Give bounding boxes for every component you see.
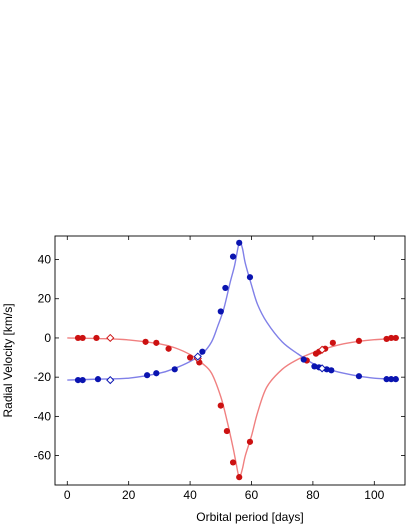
data-point-series-2 [144,372,151,379]
plot-frame [54,235,406,486]
data-point-series-1 [153,339,160,346]
open-diamond-point-series-2 [317,364,327,373]
data-point-series-2 [74,377,82,384]
x-tick-label: 100 [364,488,384,502]
data-point-series-2 [328,367,335,374]
fit-curve-1 [67,337,399,478]
data-point-series-1 [79,334,86,342]
data-point-series-2 [300,356,307,363]
data-point-series-2 [392,376,399,383]
y-tick-label: 40 [38,253,52,267]
x-tick-label: 20 [122,488,136,502]
data-point-series-1 [229,459,237,466]
data-point-series-2 [383,376,390,383]
open-diamond-point-series-1 [317,345,327,354]
x-tick-label: 80 [306,488,320,502]
data-point-series-2 [355,373,363,380]
data-point-series-1 [165,345,172,352]
data-point-series-1 [74,334,82,342]
x-axis-title: Orbital period [days] [196,510,303,524]
data-point-series-2 [153,370,160,377]
data-point-series-1 [236,474,243,481]
data-point-series-2 [222,284,229,292]
y-tick-label: 20 [38,292,52,306]
data-point-series-2 [388,376,395,383]
x-tick-label: 40 [183,488,197,502]
axis-ticks [55,236,405,485]
data-point-series-2 [246,274,254,281]
x-tick-label: 0 [64,488,71,502]
data-point-series-2 [229,253,237,260]
data-point-series-1 [223,427,231,435]
y-tick-label: 0 [44,331,51,345]
data-point-series-1 [93,334,100,342]
data-point-series-2 [94,376,102,383]
y-axis-title: Radial Velocity [km/s] [1,303,15,417]
data-point-series-2 [199,348,206,355]
data-points [74,239,399,481]
x-tick-label: 60 [245,488,259,502]
data-point-series-2 [236,239,243,246]
data-point-series-1 [392,334,399,342]
data-point-series-2 [311,363,318,370]
open-diamond-point-series-2 [193,352,202,361]
data-point-series-1 [383,335,390,343]
data-point-series-1 [355,337,363,344]
data-point-series-1 [217,402,224,409]
data-point-series-1 [246,438,254,445]
open-diamond-point-series-1 [106,333,115,343]
data-point-series-1 [186,354,194,361]
fit-curve-2 [67,241,399,381]
data-point-series-1 [329,339,336,346]
data-point-series-2 [171,366,178,373]
data-point-series-1 [388,334,395,342]
fit-curves [67,241,399,478]
y-tick-label: -60 [34,449,52,463]
tick-labels: 0 20 40 60 80 100 -60 -40 -20 0 20 40 [34,253,385,502]
open-diamond-point-series-2 [106,375,115,385]
data-point-series-2 [217,308,224,315]
data-point-series-1 [142,338,149,345]
y-tick-label: -20 [34,370,52,384]
data-point-series-2 [79,377,86,384]
y-tick-label: -40 [34,409,52,423]
